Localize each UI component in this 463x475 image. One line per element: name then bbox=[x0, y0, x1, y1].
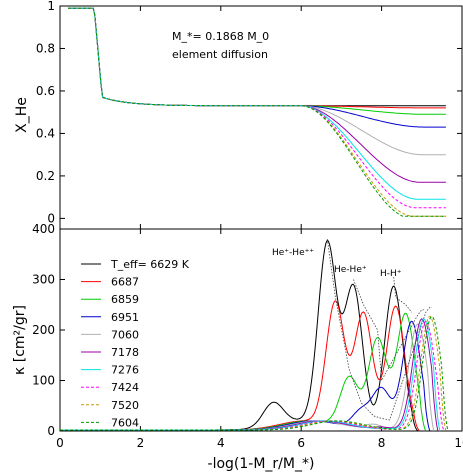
series-line bbox=[68, 7, 446, 128]
x-tick-label: 10 bbox=[454, 436, 463, 450]
y-tick-label: 400 bbox=[32, 222, 55, 236]
bottom-panel: 02468100100200300400T_eff= 6629 K6687685… bbox=[32, 222, 463, 450]
y-tick-label: 0.2 bbox=[36, 169, 55, 183]
bottom-ylabel: κ [cm²/gr] bbox=[12, 305, 28, 375]
y-tick-label: 200 bbox=[32, 323, 55, 337]
annot-he: He-He⁺ bbox=[334, 265, 367, 275]
x-tick-label: 2 bbox=[137, 436, 145, 450]
legend-entry: 7060 bbox=[111, 328, 139, 341]
legend-entry: 6687 bbox=[111, 276, 139, 289]
x-tick-label: 6 bbox=[297, 436, 305, 450]
top-panel: 0 0.2 0.4 0.6 0.8 1 bbox=[36, 0, 463, 230]
top-annotation-diffusion: element diffusion bbox=[172, 48, 268, 61]
y-tick-label: 100 bbox=[32, 374, 55, 388]
series-line bbox=[68, 7, 446, 115]
xlabel: -log(1-M_r/M_*) bbox=[208, 456, 315, 472]
series-line bbox=[68, 7, 446, 217]
annot-h: H-H⁺ bbox=[380, 269, 402, 279]
top-ylabel: X_He bbox=[14, 97, 30, 133]
legend-entry: 7276 bbox=[111, 364, 139, 377]
x-tick-label: 4 bbox=[217, 436, 225, 450]
y-tick-label: 0 bbox=[47, 424, 55, 438]
series-line bbox=[60, 318, 441, 432]
legend-entry: 7424 bbox=[111, 381, 139, 394]
y-tick-label: 0.8 bbox=[36, 41, 55, 55]
x-tick-label: 8 bbox=[378, 436, 386, 450]
y-tick-label: 0 bbox=[47, 211, 55, 225]
y-tick-label: 0.6 bbox=[36, 84, 55, 98]
legend-entry: 6951 bbox=[111, 311, 139, 324]
legend-entry: 7604 bbox=[111, 416, 139, 429]
y-tick-label: 0.4 bbox=[36, 126, 55, 140]
legend-entry: 6859 bbox=[111, 293, 139, 306]
y-tick-label: 1 bbox=[47, 0, 55, 13]
peak-guide-line bbox=[353, 279, 424, 382]
y-tick-label: 300 bbox=[32, 273, 55, 287]
annot-he-plus: He⁺-He⁺⁺ bbox=[272, 248, 314, 258]
legend-entry: 7520 bbox=[111, 399, 139, 412]
peak-guide-line bbox=[326, 239, 432, 421]
top-annotation-mass: M_*= 0.1868 M_0 bbox=[172, 30, 269, 43]
legend-entry: 7178 bbox=[111, 346, 139, 359]
x-tick-label: 0 bbox=[56, 436, 64, 450]
peak-guide-line bbox=[393, 276, 413, 313]
legend-entry: T_eff= 6629 K bbox=[110, 258, 190, 271]
